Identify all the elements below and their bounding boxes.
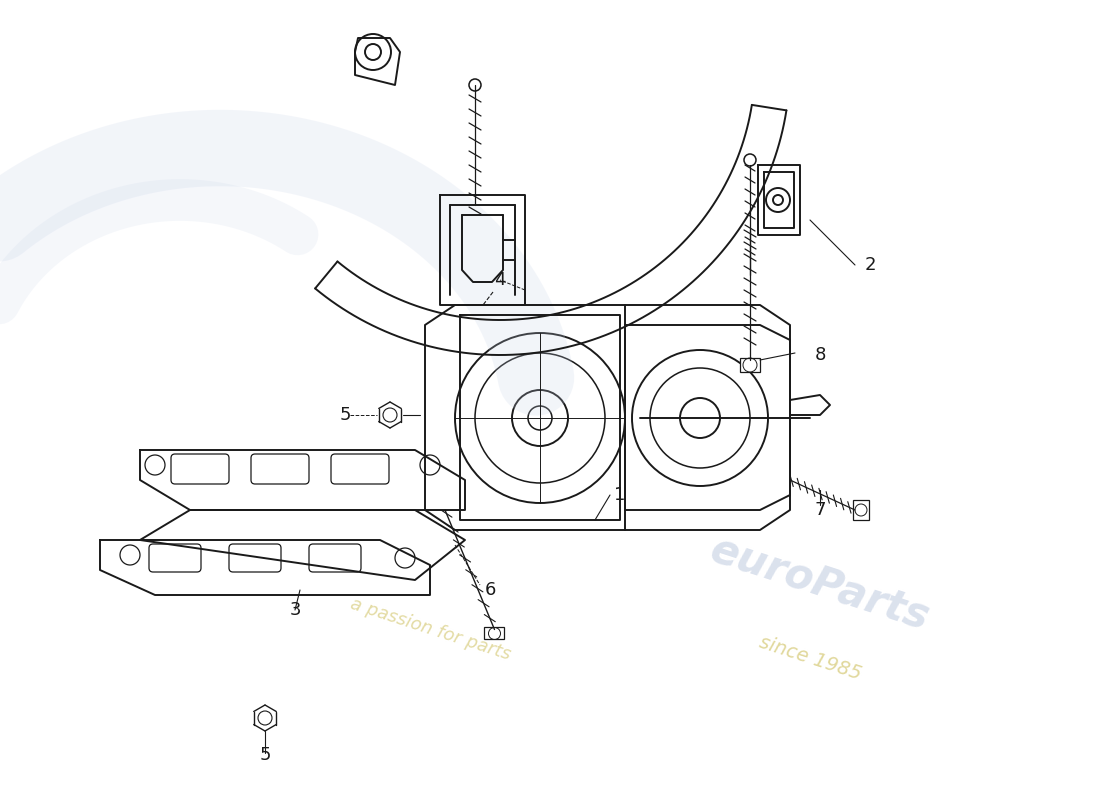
Text: 5: 5 xyxy=(260,746,271,764)
Circle shape xyxy=(469,79,481,91)
Text: 1: 1 xyxy=(614,486,626,504)
Bar xyxy=(484,627,505,639)
Circle shape xyxy=(744,154,756,166)
Text: 8: 8 xyxy=(814,346,826,364)
Text: 7: 7 xyxy=(814,501,826,519)
Text: 3: 3 xyxy=(289,601,300,619)
Text: 2: 2 xyxy=(865,256,876,274)
Text: 4: 4 xyxy=(494,271,506,289)
Bar xyxy=(852,500,869,520)
Text: a passion for parts: a passion for parts xyxy=(348,595,513,664)
Text: 6: 6 xyxy=(484,581,496,599)
Text: since 1985: since 1985 xyxy=(757,633,864,684)
Text: 5: 5 xyxy=(339,406,351,424)
Text: euroParts: euroParts xyxy=(705,529,935,639)
Bar xyxy=(740,358,760,372)
